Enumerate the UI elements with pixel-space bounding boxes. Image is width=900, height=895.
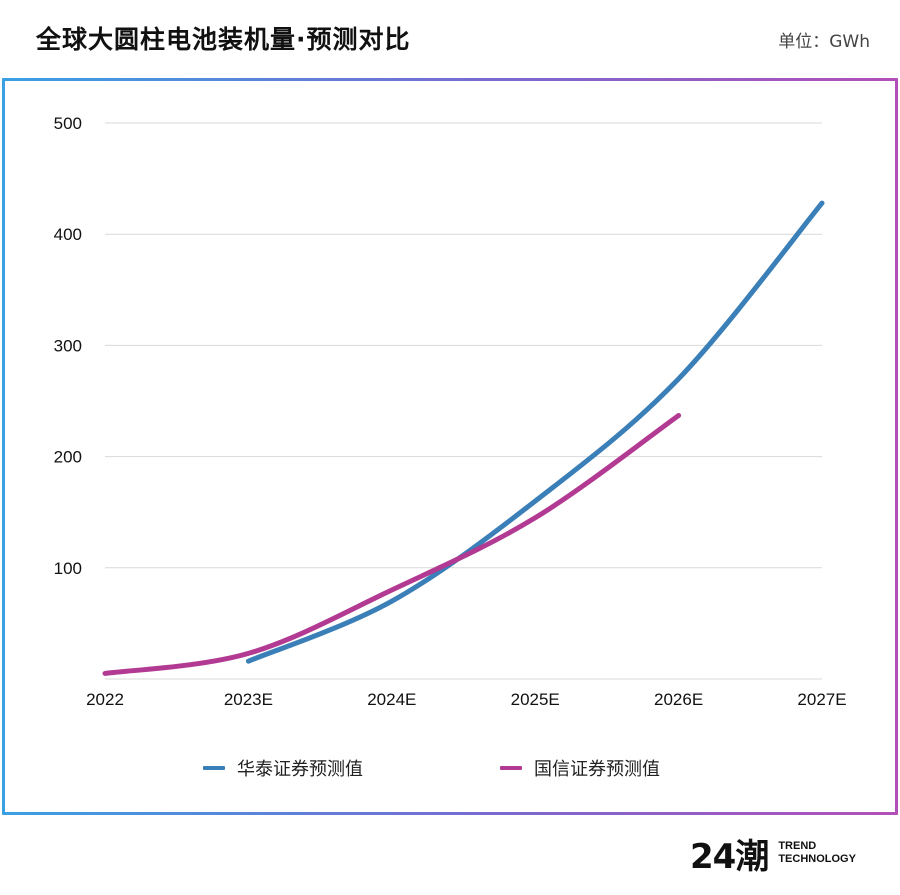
legend-label-huatai: 华泰证券预测值 xyxy=(237,759,363,780)
brand-logo: 24潮 TREND TECHNOLOGY xyxy=(690,828,880,878)
legend-item-guoxin: 国信证券预测值 xyxy=(500,755,660,781)
brand-line-1: TREND xyxy=(778,840,817,852)
y-tick-label: 100 xyxy=(54,559,82,578)
y-axis-ticks: 100 200 300 400 500 xyxy=(54,114,82,578)
x-axis-ticks: 2022 2023E 2024E 2025E 2026E 2027E xyxy=(86,690,847,709)
y-tick-label: 400 xyxy=(54,225,82,244)
legend-label-guoxin: 国信证券预测值 xyxy=(534,759,660,780)
x-tick-label: 2027E xyxy=(797,690,846,709)
brand-mark: 24潮 xyxy=(690,836,769,877)
legend: 华泰证券预测值 国信证券预测值 xyxy=(0,753,900,783)
chart-frame xyxy=(2,78,898,815)
x-tick-label: 2026E xyxy=(654,690,703,709)
series-line-huatai xyxy=(245,200,825,664)
x-tick-label: 2022 xyxy=(86,690,124,709)
series-lines xyxy=(102,200,825,676)
grid-lines xyxy=(105,122,822,680)
brand-line-2: TECHNOLOGY xyxy=(778,853,856,865)
y-tick-label: 200 xyxy=(54,448,82,467)
unit-label: 单位：GWh xyxy=(778,32,870,52)
y-tick-label: 300 xyxy=(54,336,82,355)
x-tick-label: 2025E xyxy=(511,690,560,709)
y-tick-label: 500 xyxy=(54,114,82,133)
legend-swatch-guoxin xyxy=(500,766,522,770)
x-tick-label: 2024E xyxy=(367,690,416,709)
chart-title: 全球大圆柱电池装机量·预测对比 xyxy=(36,25,411,54)
brand-text: TREND TECHNOLOGY xyxy=(778,840,856,866)
x-tick-label: 2023E xyxy=(224,690,273,709)
legend-swatch-huatai xyxy=(203,766,225,770)
series-line-guoxin xyxy=(102,413,682,676)
legend-item-huatai: 华泰证券预测值 xyxy=(203,755,363,781)
